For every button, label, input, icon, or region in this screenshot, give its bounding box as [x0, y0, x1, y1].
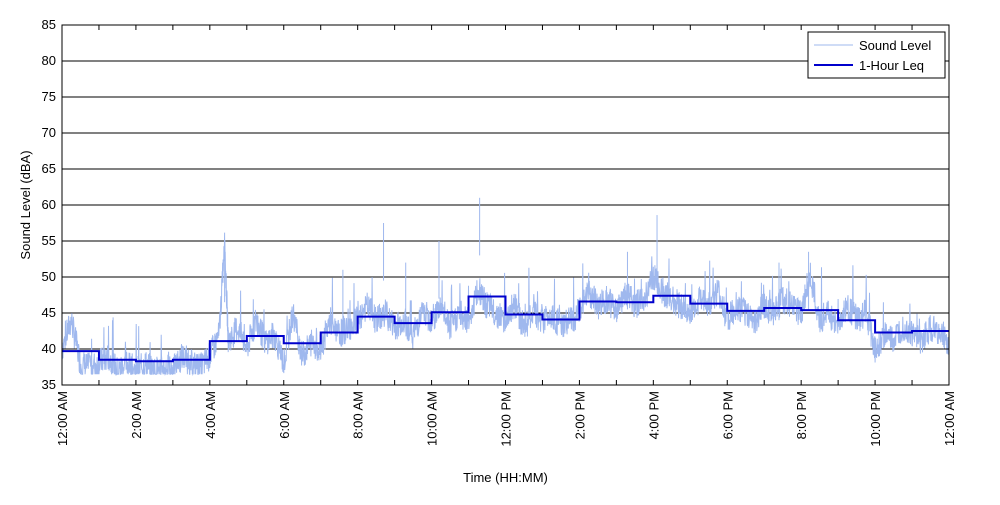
legend-label: Sound Level [859, 38, 931, 53]
y-tick-label: 45 [42, 305, 56, 320]
x-tick-label: 2:00 PM [572, 391, 587, 439]
x-tick-label: 4:00 AM [203, 391, 218, 439]
legend: Sound Level 1-Hour Leq [807, 31, 946, 79]
y-tick-label: 75 [42, 89, 56, 104]
x-tick-label: 8:00 AM [351, 391, 366, 439]
y-tick-label: 35 [42, 377, 56, 392]
y-axis-title: Sound Level (dBA) [18, 150, 33, 259]
y-tick-label: 85 [42, 17, 56, 32]
x-tick-label: 10:00 PM [868, 391, 883, 447]
legend-box [807, 31, 946, 79]
x-tick-label: 6:00 AM [277, 391, 292, 439]
x-tick-label: 6:00 PM [720, 391, 735, 439]
y-tick-label: 55 [42, 233, 56, 248]
y-tick-label: 60 [42, 197, 56, 212]
series-sound-level-line [61, 232, 950, 376]
x-tick-label: 4:00 PM [646, 391, 661, 439]
grid-layer [62, 60, 949, 350]
x-axis-title: Time (HH:MM) [463, 470, 548, 485]
legend-label: 1-Hour Leq [859, 58, 924, 73]
y-tick-label: 40 [42, 341, 56, 356]
series-1-hour-leq-line [62, 294, 949, 363]
x-tick-label: 10:00 AM [425, 391, 440, 446]
y-tick-label: 50 [42, 269, 56, 284]
y-tick-label: 70 [42, 125, 56, 140]
x-tick-label: 12:00 AM [942, 391, 957, 446]
series-layer [61, 197, 950, 376]
y-tick-label: 80 [42, 53, 56, 68]
y-tick-label: 65 [42, 161, 56, 176]
x-tick-label: 8:00 PM [794, 391, 809, 439]
x-tick-label: 12:00 PM [499, 391, 514, 447]
tick-layer: 35 40 45 50 55 60 65 70 75 80 85 12:00 AM 2:00 AM 4:0… [42, 17, 957, 447]
x-tick-label: 12:00 AM [55, 391, 70, 446]
x-tick-label: 2:00 AM [129, 391, 144, 439]
